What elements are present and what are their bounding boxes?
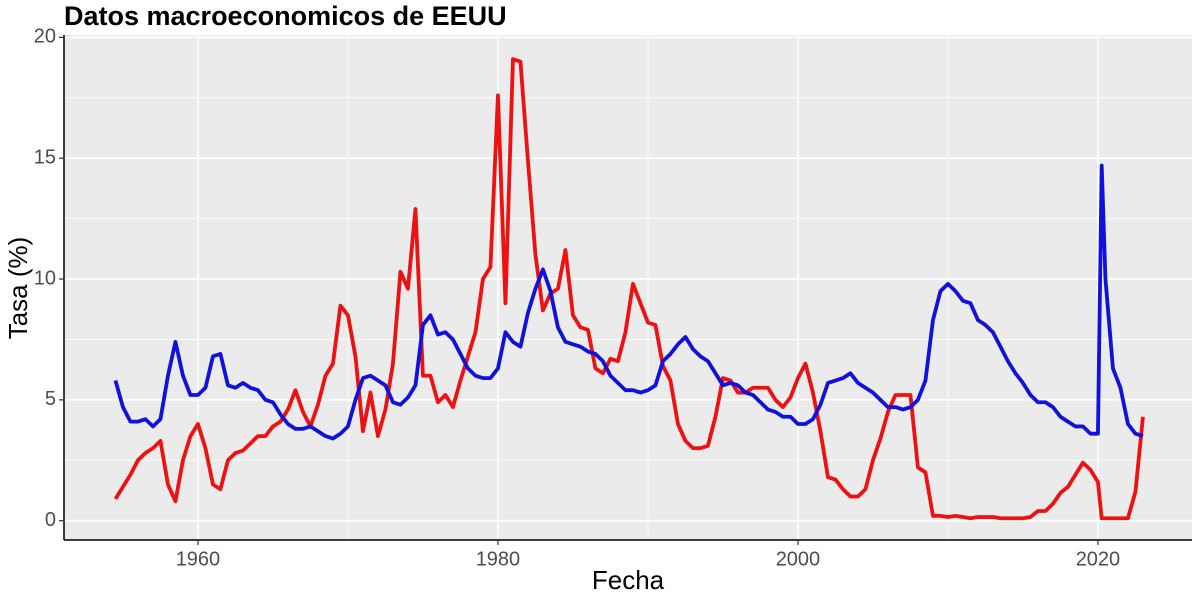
x-tick-label: 1960 [176,548,221,570]
panel [64,35,1192,540]
x-tick-label: 1980 [476,548,521,570]
y-tick-label: 15 [34,147,56,169]
series-line [113,163,1144,441]
y-tick-label: 10 [34,267,56,289]
chart-title: Datos macroeconomicos de EEUU [64,1,507,31]
y-tick-label: 20 [34,26,56,48]
x-tick-label: 2020 [1076,548,1121,570]
lines [113,57,1145,521]
series-line [113,57,1145,521]
x-tick-label: 2000 [776,548,821,570]
y-axis-label: Tasa (%) [3,237,33,340]
y-tick-label: 0 [45,509,56,531]
y-tick-label: 5 [45,388,56,410]
x-axis-label: Fecha [592,565,665,595]
grid [64,35,1192,540]
